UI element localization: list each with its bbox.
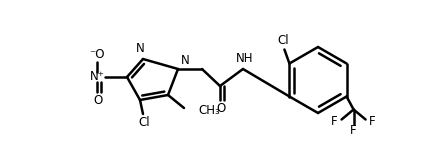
Text: Cl: Cl bbox=[138, 116, 150, 129]
Text: Cl: Cl bbox=[277, 34, 289, 47]
Text: O: O bbox=[93, 93, 103, 106]
Text: F: F bbox=[331, 115, 338, 128]
Text: F: F bbox=[350, 124, 357, 137]
Text: NH: NH bbox=[236, 52, 254, 65]
Text: N: N bbox=[136, 42, 144, 56]
Text: ⁻O: ⁻O bbox=[89, 48, 105, 62]
Text: O: O bbox=[217, 102, 225, 115]
Text: F: F bbox=[369, 115, 376, 128]
Text: CH₃: CH₃ bbox=[198, 104, 220, 117]
Text: N: N bbox=[181, 54, 190, 68]
Text: N⁺: N⁺ bbox=[90, 70, 104, 83]
